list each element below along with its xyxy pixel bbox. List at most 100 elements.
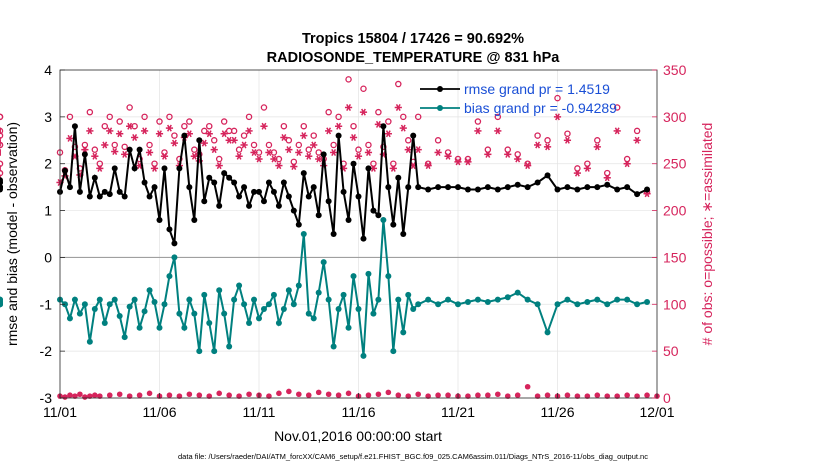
rmse-point: [226, 174, 233, 181]
left-tick-label-0: -3: [40, 390, 53, 406]
bias-point: [206, 320, 213, 327]
x-tick-label-5: 11/26: [541, 404, 575, 420]
bias-point: [415, 301, 422, 308]
obs-rejected-point: [385, 389, 392, 396]
rmse-point: [285, 193, 292, 200]
obs-rejected-point: [445, 392, 451, 398]
obs-possible-point: [554, 94, 561, 102]
obs-possible-point: [181, 122, 188, 130]
obs-possible-point: [106, 113, 114, 121]
obs-assimilated-point-50-stroke-2: [306, 152, 312, 160]
rmse-point: [514, 181, 521, 188]
rmse-point: [186, 184, 193, 191]
obs-possible-point: [360, 85, 367, 92]
bias-point: [161, 301, 168, 308]
rmse-point: [275, 202, 282, 209]
obs-rejected-point: [67, 392, 73, 398]
obs-rejected-point: [425, 393, 431, 399]
rmse-point: [524, 184, 531, 191]
obs-assimilated-point-56: [335, 122, 343, 130]
obs-assimilated-point-8: [96, 164, 104, 172]
rmse-point: [256, 188, 262, 195]
left-tick-label-6: 3: [44, 109, 52, 125]
obs-rejected-point: [92, 392, 98, 398]
bias-point: [320, 259, 327, 266]
rmse-point: [126, 146, 133, 153]
rmse-point: [445, 184, 452, 191]
rmse-point: [584, 184, 591, 191]
obs-rejected-point: [176, 393, 183, 399]
bias-point: [0, 301, 3, 308]
rmse-point: [380, 123, 387, 130]
obs-assimilated-point-74-stroke-2: [435, 148, 441, 156]
rmse-point: [375, 212, 382, 219]
bias-point: [380, 216, 387, 223]
y-axis-label-left: rmse and bias (model - observation): [4, 122, 20, 346]
rmse-point: [494, 186, 501, 193]
obs-assimilated-point-38: [245, 127, 253, 135]
rmse-point: [116, 188, 123, 195]
right-tick-label-7: 350: [663, 62, 687, 78]
obs-assimilated-point-33-stroke-2: [221, 130, 227, 138]
obs-assimilated-point-23-stroke-2: [171, 139, 177, 147]
obs-possible-point: [395, 80, 402, 88]
obs-possible-point: [310, 132, 317, 139]
obs-rejected-point: [415, 391, 422, 398]
bias-point: [171, 254, 178, 261]
bias-point: [644, 298, 651, 305]
obs-assimilated-point-44: [275, 162, 283, 170]
obs-rejected-point: [266, 393, 272, 399]
obs-assimilated-point-93-stroke-2: [624, 160, 630, 168]
obs-rejected-point: [395, 392, 402, 398]
obs-possible-point: [260, 104, 268, 111]
bias-point: [76, 310, 83, 317]
obs-possible-point: [504, 146, 511, 153]
rmse-point: [455, 184, 461, 191]
bias-point: [365, 270, 372, 277]
rmse-point: [81, 151, 88, 158]
obs-possible-point: [434, 137, 442, 144]
bias-point: [260, 305, 267, 312]
rmse-point: [395, 174, 402, 181]
obs-assimilated-point-13: [121, 150, 129, 158]
obs-possible-point: [240, 132, 248, 139]
obs-assimilated-point-88-stroke-2: [574, 169, 580, 177]
obs-assimilated-point-61: [359, 108, 368, 116]
obs-assimilated-point-82: [514, 155, 522, 163]
obs-assimilated-point-55-stroke-2: [331, 148, 337, 156]
obs-possible-point: [484, 146, 492, 153]
obs-possible-point: [290, 158, 298, 166]
bias-point: [330, 343, 337, 350]
bias-point: [126, 303, 133, 310]
bias-point: [634, 301, 641, 308]
obs-assimilated-point-64: [374, 120, 382, 128]
bias-point: [270, 291, 277, 298]
right-tick-label-3: 150: [663, 249, 687, 265]
bias-point: [484, 298, 491, 305]
bias-point: [405, 291, 412, 298]
bias-point: [355, 305, 362, 312]
obs-possible-point: [280, 122, 288, 130]
obs-assimilated-point-73-stroke-2: [425, 162, 431, 170]
obs-rejected-point: [296, 391, 302, 398]
bias-point: [156, 324, 163, 331]
rmse-point: [355, 193, 362, 200]
obs-assimilated-point-45-stroke-2: [281, 133, 287, 141]
obs-assimilated-point-27-stroke-2: [191, 152, 197, 160]
obs-assimilated-point-2: [66, 134, 74, 142]
rmse-point: [141, 179, 148, 186]
rmse-point: [156, 216, 163, 223]
obs-possible-point: [305, 146, 312, 153]
rmse-point: [101, 188, 108, 195]
obs-assimilated-point-63-stroke-2: [370, 164, 376, 172]
right-axis-ticks: 0 50 100 150 200 250 300 350: [652, 62, 687, 406]
rmse-point: [91, 174, 98, 181]
legend-rmse-label: rmse grand pr = 1.4519: [464, 81, 610, 97]
obs-assimilated-point-85-stroke-2: [545, 143, 550, 151]
obs-assimilated-point-66-stroke-2: [385, 130, 391, 138]
obs-assimilated-point-59: [349, 133, 358, 141]
obs-assimilated-point-60: [354, 152, 363, 160]
obs-possible-point: [574, 165, 581, 172]
rmse-point: [484, 184, 491, 191]
bias-point: [96, 296, 103, 303]
